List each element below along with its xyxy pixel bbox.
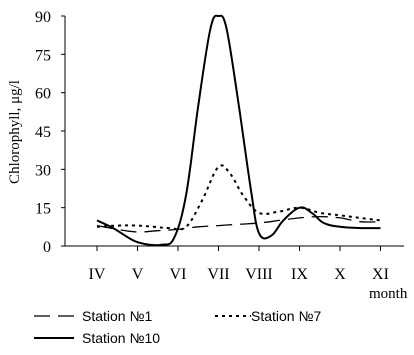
x-tick-label: VII bbox=[207, 266, 229, 283]
x-tick-label: X bbox=[334, 266, 346, 283]
legend-label-2: Station №7 bbox=[251, 308, 321, 324]
y-tick-label: 0 bbox=[43, 239, 51, 256]
y-tick-labels: 0 15 30 45 60 75 90 bbox=[35, 9, 65, 256]
y-tick-label: 75 bbox=[35, 47, 51, 64]
y-tick-label: 30 bbox=[35, 162, 51, 179]
x-tick-label: IX bbox=[291, 266, 308, 283]
series-line-2 bbox=[96, 164, 381, 231]
x-tick-label: V bbox=[132, 266, 144, 283]
x-tick-label: VIII bbox=[245, 266, 273, 283]
x-tick-label: IV bbox=[89, 266, 106, 283]
legend-label-1: Station №1 bbox=[82, 308, 152, 324]
y-tick-label: 60 bbox=[35, 86, 51, 103]
x-tick-label: VI bbox=[170, 266, 187, 283]
y-tick-label: 45 bbox=[35, 124, 51, 141]
series-group bbox=[96, 14, 381, 247]
y-tick-label: 90 bbox=[35, 9, 51, 26]
axes bbox=[64, 16, 404, 247]
x-axis-title: month bbox=[369, 286, 408, 302]
legend-label-3: Station №10 bbox=[82, 330, 160, 346]
series-line-3 bbox=[96, 14, 381, 247]
x-tick-labels: IV V VI VII VIII IX X XI bbox=[89, 246, 389, 283]
legend: Station №1 Station №7 Station №10 bbox=[34, 308, 321, 346]
y-axis-title: Chlorophyll, μg/l bbox=[7, 80, 23, 184]
series-line-1 bbox=[96, 215, 381, 233]
y-tick-label: 15 bbox=[35, 201, 51, 218]
x-tick-label: XI bbox=[372, 266, 389, 283]
